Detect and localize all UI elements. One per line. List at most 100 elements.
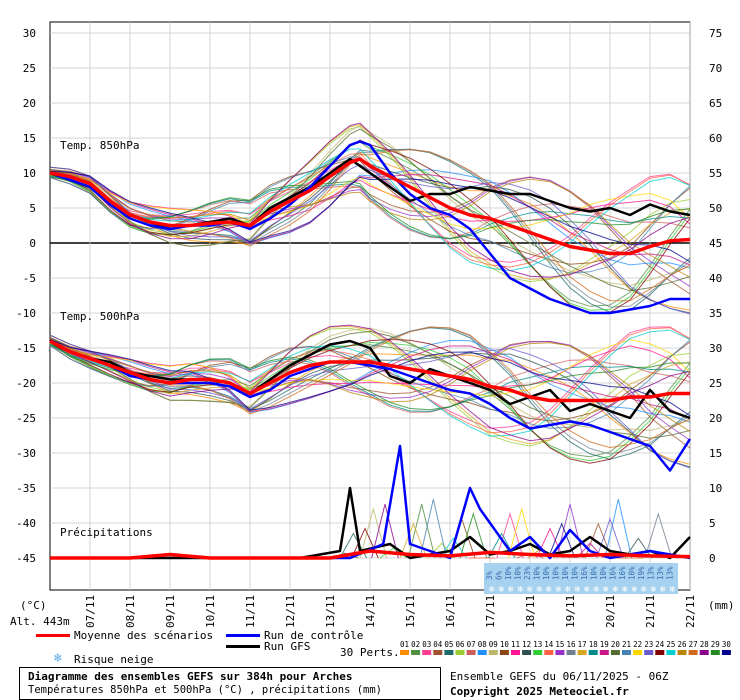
pert-number: 12 — [522, 640, 531, 649]
x-date-label: 10/11 — [204, 595, 217, 628]
pert-number: 01 — [400, 640, 409, 649]
ensemble-member-line — [49, 338, 691, 464]
ensemble-member-line — [49, 342, 691, 396]
snow-risk-value: 16% — [580, 566, 589, 580]
y-left-unit: (°C) — [20, 599, 47, 612]
y-right-tick: 35 — [709, 307, 722, 320]
series-t850-moyenne-des-scénarios — [49, 157, 691, 256]
pert-swatch — [422, 650, 432, 655]
snow-risk-flake-icon: ❄ — [594, 585, 600, 595]
snow-risk-value: 10% — [599, 566, 608, 580]
snow-risk-value: 10% — [571, 566, 580, 580]
x-date-label: 21/11 — [644, 595, 657, 628]
pert-number: 11 — [511, 640, 520, 649]
pert-swatch — [655, 650, 665, 655]
x-date-label: 11/11 — [244, 595, 257, 628]
snow-risk-value: 13% — [656, 566, 665, 580]
pert-swatch — [610, 650, 620, 655]
series-t500-moyenne-des-scénarios — [49, 339, 690, 403]
y-right-tick: 25 — [709, 377, 722, 390]
ensemble-member-line — [49, 170, 691, 263]
pert-number: 05 — [444, 640, 453, 649]
legend-gfs-swatch — [226, 645, 260, 648]
y-left-tick: 5 — [29, 202, 36, 215]
footer-subtitle: Températures 850hPa et 500hPa (°C) , pré… — [28, 684, 383, 696]
ensemble-member-line — [49, 338, 691, 432]
snow-risk-flake-icon: ❄ — [575, 585, 581, 595]
pert-number: 18 — [589, 640, 599, 649]
snow-risk-strip — [484, 563, 678, 594]
y-right-tick: 65 — [709, 97, 722, 110]
snow-risk-flake-icon: ❄ — [622, 585, 628, 595]
snow-risk-value: 10% — [514, 566, 523, 580]
snow-risk-flake-icon: ❄ — [518, 585, 524, 595]
x-date-label: 09/11 — [164, 595, 177, 628]
ensemble-member-line — [49, 122, 691, 278]
y-right-unit: (mm) — [708, 599, 735, 612]
x-date-label: 14/11 — [364, 595, 377, 628]
pert-swatch — [444, 650, 454, 655]
snow-risk-flake-icon: ❄ — [660, 585, 666, 595]
y-right-tick: 70 — [709, 62, 722, 75]
ensemble-precip-line — [359, 507, 388, 559]
snow-risk-value: 3% — [485, 570, 494, 580]
pert-number: 25 — [666, 640, 675, 649]
pert-swatch — [677, 650, 687, 655]
pert-swatch — [699, 650, 709, 655]
y-right-tick: 55 — [709, 167, 722, 180]
series-t500-run-gfs — [49, 339, 691, 420]
snow-risk-value: 23% — [523, 566, 532, 580]
pert-number: 23 — [644, 640, 653, 649]
pert-swatch — [599, 650, 609, 655]
ensemble-member-line — [49, 338, 691, 420]
snow-risk-value: 13% — [647, 566, 656, 580]
pert-swatch — [455, 650, 465, 655]
x-date-label: 15/11 — [404, 595, 417, 628]
altitude-label: Alt. 443m — [10, 615, 70, 628]
y-right-tick: 40 — [709, 272, 722, 285]
pert-number: 27 — [689, 640, 698, 649]
snow-risk-flake-icon: ❄ — [651, 585, 657, 595]
snow-risk-flake-icon: ❄ — [556, 585, 562, 595]
x-date-label: 13/11 — [324, 595, 337, 628]
title-box: Diagramme des ensembles GEFS sur 384h po… — [19, 667, 441, 700]
copyright: Copyright 2025 Meteociel.fr — [450, 685, 629, 698]
y-left-tick: -5 — [23, 272, 36, 285]
legend-control-label: Run de contrôle — [264, 629, 364, 642]
x-date-label: 18/11 — [524, 595, 537, 628]
ensemble-member-line — [49, 170, 691, 266]
ensemble-member-line — [49, 324, 691, 442]
ensemble-member-line — [49, 152, 691, 311]
ensemble-precip-line — [407, 503, 436, 559]
run-info: Ensemble GEFS du 06/11/2025 - 06Z — [450, 670, 669, 683]
panel-label-t850: Temp. 850hPa — [60, 139, 140, 152]
pert-number: 29 — [711, 640, 720, 649]
y-right-tick: 5 — [709, 517, 716, 530]
pert-number: 02 — [411, 640, 420, 649]
y-right-tick: 0 — [709, 552, 716, 565]
pert-number: 04 — [433, 640, 443, 649]
legend-control-swatch — [226, 634, 260, 637]
snow-risk-value: 10% — [533, 566, 542, 580]
x-date-label: 17/11 — [484, 595, 497, 628]
snow-risk-value: 10% — [552, 566, 561, 580]
pert-swatch — [588, 650, 598, 655]
snow-risk-flake-icon: ❄ — [603, 585, 609, 595]
x-date-label: 19/11 — [564, 595, 577, 628]
y-left-tick: -10 — [16, 307, 36, 320]
y-left-tick: -35 — [16, 482, 36, 495]
x-date-label: 22/11 — [684, 595, 697, 628]
pert-number: 10 — [500, 640, 510, 649]
pert-swatch — [511, 650, 520, 655]
pert-number: 22 — [633, 640, 642, 649]
pert-number: 30 — [722, 640, 732, 649]
legend-snow-label: Risque neige — [74, 653, 154, 666]
pert-number: 21 — [622, 640, 631, 649]
snow-risk-flake-icon: ❄ — [527, 585, 533, 595]
pert-number: 09 — [489, 640, 498, 649]
snow-risk-value: 10% — [542, 566, 551, 580]
pert-swatch — [633, 650, 643, 655]
snow-risk-value: 19% — [637, 566, 646, 580]
x-date-label: 07/11 — [84, 595, 97, 628]
